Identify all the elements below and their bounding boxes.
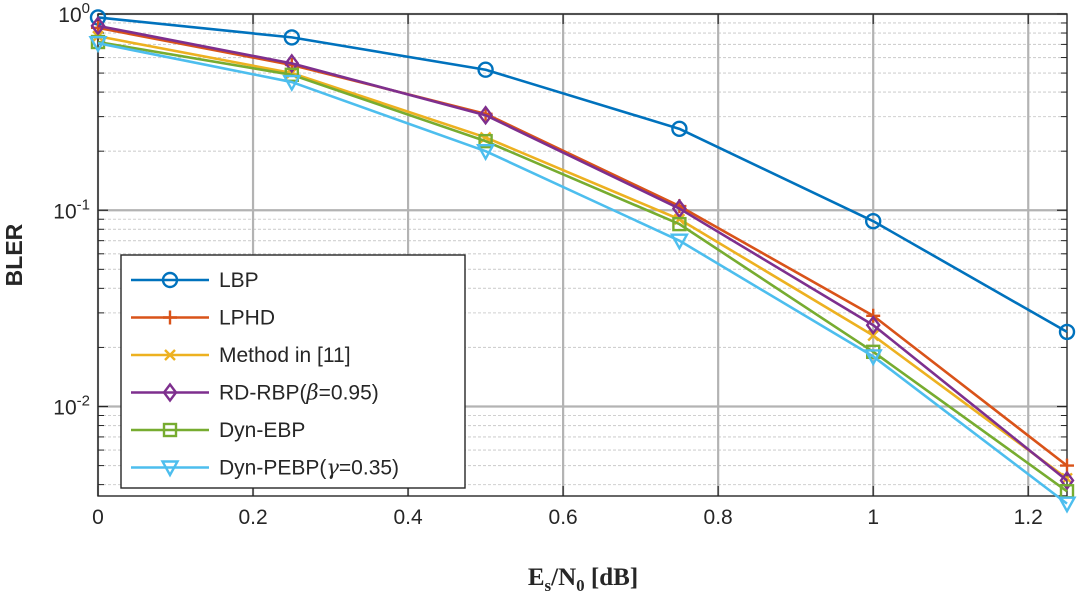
x-label-e: E	[528, 564, 545, 591]
series-line	[97, 35, 1068, 480]
data-point	[669, 233, 689, 251]
legend-marker	[162, 422, 178, 438]
data-point	[867, 329, 880, 342]
data-point	[478, 105, 494, 126]
series-5	[88, 35, 1077, 514]
x-tick-label: 1.2	[1014, 506, 1043, 529]
legend-label: Dyn-EBP	[219, 419, 305, 442]
x-label-n: N	[558, 564, 576, 591]
data-point	[477, 61, 494, 78]
x-axis-label: Es/N0 [dB]	[528, 564, 638, 594]
legend-item: Dyn-EBP	[131, 419, 305, 442]
y-tick-label: 100	[58, 0, 90, 27]
legend-box	[120, 254, 466, 489]
x-label-slash: /	[550, 564, 559, 591]
data-point	[284, 53, 300, 74]
data-point	[672, 216, 687, 232]
legend-item: LPHD	[131, 307, 275, 330]
legend-marker	[162, 382, 178, 403]
data-point	[476, 143, 496, 162]
data-point	[90, 15, 106, 36]
legend-marker	[163, 310, 177, 325]
series-0	[89, 9, 1076, 341]
series-line	[97, 41, 1068, 505]
data-point	[1059, 470, 1075, 491]
data-point	[88, 35, 108, 54]
legend-item: RD-RBP(β=0.95)	[131, 381, 379, 405]
series-line	[97, 16, 1068, 334]
legend-item: Method in [11]	[131, 344, 351, 367]
x-label-sub-s: s	[545, 576, 552, 594]
data-point	[283, 29, 300, 46]
x-tick-label: 0.2	[238, 506, 267, 529]
x-label-unit: [dB]	[585, 564, 638, 591]
x-tick-label: 0.6	[549, 506, 578, 529]
data-point	[863, 349, 883, 367]
data-point	[865, 315, 881, 336]
plot-area-frame	[97, 13, 1068, 497]
y-tick-label: 10-1	[53, 196, 90, 223]
data-point	[671, 120, 688, 138]
x-tick-label: 0.8	[704, 506, 733, 529]
data-point	[865, 212, 882, 230]
x-tick-label: 0	[92, 506, 104, 529]
legend-label: RD-RBP(β=0.95)	[219, 381, 379, 405]
legend-item: LBP	[131, 269, 259, 292]
legend-label: Method in [11]	[219, 344, 351, 367]
series-line	[97, 26, 1068, 467]
legend-label: LPHD	[219, 307, 275, 330]
y-axis-label: BLER	[1, 223, 27, 286]
x-label-sub-0: 0	[576, 576, 585, 594]
legend-marker	[160, 460, 180, 478]
data-point	[282, 74, 302, 93]
legend-item: Dyn-PEBP(γ=0.35)	[131, 456, 399, 480]
data-point	[478, 133, 493, 149]
data-point	[1057, 496, 1077, 514]
series-3	[90, 15, 1075, 491]
legend-marker	[164, 349, 176, 361]
series-line	[97, 40, 1068, 493]
legend-label: Dyn-PEBP(γ=0.35)	[219, 456, 399, 480]
data-point	[671, 198, 687, 219]
data-point	[1060, 458, 1074, 473]
x-tick-label: 1	[867, 506, 879, 529]
data-series	[88, 9, 1077, 514]
x-tick-label: 0.4	[393, 506, 423, 529]
svg-text:Es/N0 [dB]: Es/N0 [dB]	[528, 564, 638, 594]
legend: LBP LPHD Method in [11] RD-RBP(β=0.95) Dyn-E…	[120, 254, 466, 489]
legend-marker	[161, 271, 179, 289]
series-line	[97, 24, 1068, 482]
legend-label: LBP	[219, 269, 259, 292]
data-point	[1058, 323, 1076, 341]
axis-ticks: 100 10-1 10-2 0 0.2 0.4 0.6 0.8 1 1.2	[53, 0, 1067, 529]
y-tick-label: 10-2	[53, 393, 90, 420]
